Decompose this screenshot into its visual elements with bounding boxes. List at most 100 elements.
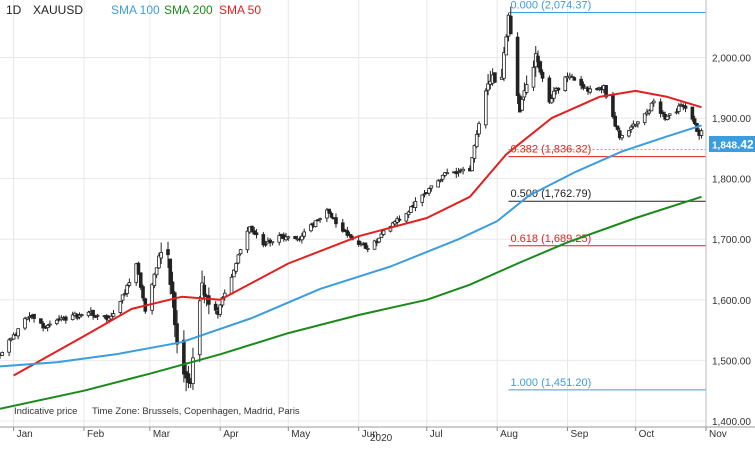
candle-up bbox=[470, 157, 474, 172]
candle-up bbox=[649, 102, 654, 112]
fib-level-label: 0.000 (2,074.37) bbox=[511, 0, 592, 11]
x-tick-label: May bbox=[291, 429, 310, 440]
candle-up bbox=[77, 314, 82, 318]
candle-up bbox=[7, 339, 11, 353]
svg-text:1,848.42: 1,848.42 bbox=[712, 138, 754, 152]
price-tag-background bbox=[709, 136, 755, 152]
legend-sma-100[interactable]: SMA 100 bbox=[111, 3, 160, 17]
candle-up bbox=[422, 193, 427, 196]
candle-up bbox=[406, 211, 411, 216]
candle-up bbox=[0, 352, 5, 356]
legend-sma-50[interactable]: SMA 50 bbox=[219, 3, 261, 17]
candle-up bbox=[197, 300, 202, 356]
candle-down bbox=[32, 313, 36, 319]
candle-up bbox=[699, 130, 704, 136]
candle-down bbox=[345, 230, 350, 236]
candle-down bbox=[263, 243, 268, 246]
current-price-tag: 1,848.42 bbox=[709, 136, 755, 152]
candle-up bbox=[236, 254, 241, 264]
x-tick-label: Oct bbox=[639, 429, 655, 440]
candle-up bbox=[674, 111, 679, 114]
candle-down bbox=[93, 315, 98, 318]
price-tag-decimals: .42 bbox=[737, 138, 754, 152]
y-tick-label: 1,800.00 bbox=[712, 175, 751, 186]
candle-up bbox=[48, 323, 52, 326]
candle-down bbox=[347, 234, 352, 236]
candle-down bbox=[363, 242, 368, 249]
y-tick-label: 2,000.00 bbox=[712, 54, 751, 65]
candle-up bbox=[588, 88, 593, 93]
fib-level-label: 1.000 (1,451.20) bbox=[511, 377, 592, 389]
candle-up bbox=[627, 130, 631, 137]
candle-up bbox=[381, 230, 386, 235]
candle-up bbox=[531, 66, 536, 88]
candle-up bbox=[25, 317, 30, 320]
legend-sma-200[interactable]: SMA 200 bbox=[164, 3, 213, 17]
candle-up bbox=[477, 123, 481, 135]
candle-down bbox=[254, 232, 259, 236]
candle-down bbox=[91, 309, 95, 317]
x-tick-label: Jul bbox=[430, 429, 443, 440]
candle-down bbox=[166, 249, 170, 256]
candle-up bbox=[300, 235, 304, 241]
candle-up bbox=[520, 99, 524, 111]
moving-averages bbox=[0, 89, 706, 410]
candle-up bbox=[393, 221, 397, 225]
candle-up bbox=[277, 235, 282, 243]
candle-up bbox=[642, 113, 647, 123]
candle-down bbox=[182, 339, 186, 375]
timezone-note: Time Zone: Brussels, Copenhagen, Madrid,… bbox=[92, 406, 300, 417]
candle-down bbox=[613, 115, 617, 127]
candle-up bbox=[445, 172, 450, 175]
fib-level-label: 0.382 (1,836.32) bbox=[511, 144, 592, 156]
candle-up bbox=[11, 334, 16, 340]
candle-up bbox=[118, 301, 123, 313]
timeframe-label: 1D bbox=[6, 3, 22, 17]
fibonacci-levels: 0.000 (2,074.37) 0.382 (1,836.32) 0.500 (1… bbox=[508, 0, 706, 391]
candle-up bbox=[109, 315, 114, 320]
candle-up bbox=[620, 135, 624, 139]
price-tag-main: 1,848 bbox=[712, 141, 737, 152]
fib-level-label: 0.500 (1,762.79) bbox=[511, 188, 592, 200]
indicative-price-note: Indicative price bbox=[14, 406, 77, 417]
candle-up bbox=[27, 315, 32, 318]
candle-up bbox=[238, 249, 243, 255]
candle-down bbox=[508, 15, 513, 35]
candle-up bbox=[54, 319, 59, 324]
candle-up bbox=[486, 83, 490, 91]
candle-down bbox=[141, 286, 145, 299]
candle-down bbox=[327, 208, 331, 214]
candlesticks bbox=[0, 6, 704, 392]
candle-up bbox=[440, 174, 445, 180]
candle-down bbox=[683, 105, 688, 109]
candle-up bbox=[522, 90, 527, 98]
candle-up bbox=[154, 267, 159, 276]
candle-up bbox=[504, 36, 509, 56]
candle-up bbox=[474, 133, 479, 148]
candle-down bbox=[329, 213, 334, 218]
candle-down bbox=[104, 315, 109, 320]
candle-up bbox=[379, 233, 384, 238]
candle-up bbox=[325, 209, 329, 219]
candle-up bbox=[461, 168, 465, 172]
candle-down bbox=[692, 118, 697, 124]
candle-down bbox=[617, 130, 622, 139]
candle-down bbox=[581, 84, 586, 89]
x-tick-label: Sep bbox=[571, 429, 589, 440]
candle-up bbox=[111, 313, 116, 317]
candle-up bbox=[365, 247, 370, 250]
candle-down bbox=[138, 272, 143, 288]
grid-lines bbox=[0, 0, 707, 427]
x-tick-label: Jun bbox=[362, 429, 378, 440]
sma-line-sma-100 bbox=[0, 124, 702, 368]
candle-down bbox=[39, 318, 43, 324]
candle-up bbox=[125, 285, 129, 294]
candle-down bbox=[547, 77, 552, 103]
candle-up bbox=[438, 179, 443, 182]
candle-up bbox=[667, 113, 672, 116]
candle-up bbox=[45, 324, 50, 328]
axes: 1,400.00 1,500.00 1,600.00 1,700.00 1,800.00… bbox=[0, 0, 755, 440]
candle-down bbox=[175, 323, 179, 345]
